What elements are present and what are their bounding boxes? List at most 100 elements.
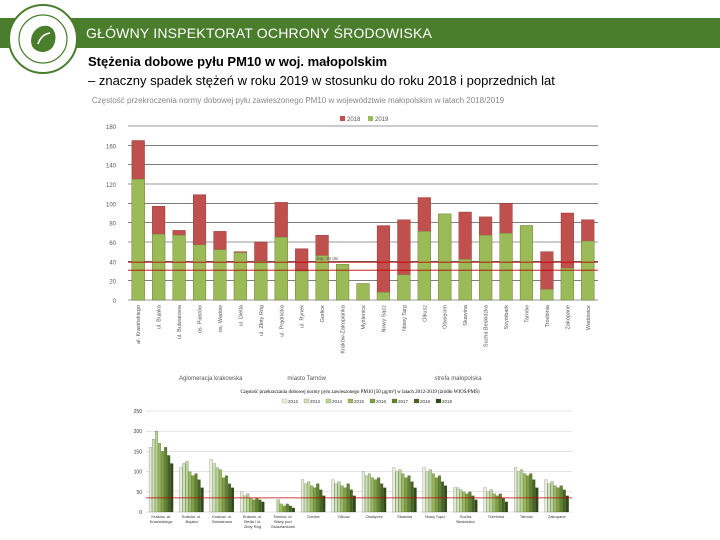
chart2-bar: [258, 499, 262, 513]
chart2-bar: [285, 503, 289, 513]
chart2-category-label: Skawina: [397, 514, 413, 519]
chart2-legend-swatch: [325, 398, 332, 404]
chart1-category-label: os. Piastów: [198, 305, 204, 333]
chart1-category-label: ul. Prądnicka: [279, 304, 285, 337]
chart2-bar: [434, 477, 438, 513]
chart1-category-label: Wadowice: [586, 305, 592, 330]
chart2-bar: [225, 475, 228, 513]
chart2-legend-swatch: [281, 398, 288, 404]
chart2-bar: [179, 467, 183, 513]
chart2-legend-label: 2013: [310, 399, 321, 404]
chart2-bar: [221, 477, 225, 513]
chart2-bar: [188, 471, 192, 513]
chart2-bar: [313, 487, 317, 513]
chart2-bar: [255, 497, 259, 513]
chart2-bar: [556, 487, 560, 513]
chart1-category-label: ul. Złoty Róg: [259, 305, 265, 336]
chart2-bar: [240, 491, 244, 513]
chart2-category-label: Kraków, ul. Bulwarowa: [212, 514, 232, 524]
chart2-bar: [535, 487, 539, 513]
chart2-ytick-label: 100: [134, 470, 143, 476]
chart1-bar-2019: [438, 213, 452, 301]
chart2-labels: Kraków, al. Krasińskiego Kraków, ul. Bujaka…: [150, 514, 567, 529]
chart2-bar: [565, 495, 569, 513]
chart2-category-label: Olkusz: [338, 514, 350, 519]
chart2-legend-swatch: [413, 398, 420, 404]
chart1-category-label: ul. Rynek: [300, 305, 306, 328]
chart1-legend: 2018 2019: [340, 116, 389, 123]
chart2-bar: [164, 447, 168, 513]
chart2-bar: [322, 495, 326, 513]
chart2-category-label: Tarnów, ul. Bitwy pod Studziankami: [271, 514, 295, 529]
chart1-category-label: Myślenice: [361, 305, 367, 329]
chart1-category-label: al. Krasińskiego: [136, 305, 142, 344]
chart1-bar-2019: [458, 259, 472, 301]
chart1-bar-2018: [376, 225, 390, 301]
chart1-category-label: Skawina: [463, 304, 469, 326]
chart2-category-label: Nowy Sącz: [425, 514, 445, 519]
chart2-bar: [158, 443, 162, 513]
chart2-bar: [401, 473, 405, 513]
chart2-bar: [438, 475, 441, 513]
chart2-bar: [361, 471, 365, 513]
chart2-bar: [404, 477, 408, 513]
chart1-bar-2019: [131, 178, 145, 301]
slide-title: Stężenia dobowe pyłu PM10 w woj. małopol…: [88, 54, 388, 69]
chart2-category-label: Tarnów: [520, 514, 533, 519]
chart2-legend-swatch: [347, 398, 354, 404]
chart2-bar: [364, 475, 368, 513]
chart1-category-label: Nowy Sącz: [381, 305, 387, 333]
chart2-bar: [352, 495, 356, 513]
chart2-bar: [495, 495, 499, 513]
chart2-bar: [161, 451, 165, 513]
chart1-bar-2019: [295, 270, 309, 301]
chart2-bar: [523, 473, 527, 513]
chart1-ytick-label: 160: [106, 144, 117, 150]
chart2-bar: [444, 485, 448, 513]
chart2-bar: [392, 467, 396, 513]
chart1-category-label: Olkusz: [422, 305, 428, 322]
chart2-bar: [441, 481, 444, 513]
chart1-bar-2019: [213, 249, 227, 301]
chart2-bar: [194, 473, 198, 513]
chart1-bar-2019: [376, 292, 390, 301]
chart2-bar: [343, 487, 347, 513]
chart2-bar: [310, 485, 314, 513]
chart1-legend-label: 2019: [375, 117, 389, 123]
chart2-bars: [146, 431, 572, 513]
chart2-bar: [191, 475, 195, 513]
chart2-bar: [395, 471, 399, 513]
chart2-bar: [483, 487, 487, 513]
chart2-bar: [383, 487, 387, 513]
chart1-group-label: strefa małopolska: [435, 376, 483, 382]
chart2-category-label: Sucha Beskidzka: [456, 514, 475, 524]
chart2-legend-label: 2018: [420, 399, 431, 404]
chart1-legend-swatch: [340, 116, 345, 121]
chart2-ytick-label: 0: [139, 510, 142, 516]
chart1-category-label: ul. Bulwarowa: [177, 304, 183, 339]
chart2-bar: [252, 499, 256, 513]
chart-pm10-2012-2019: Częstość przekraczania dobowej normy pył…: [134, 389, 572, 529]
chart2-bar: [559, 485, 563, 513]
chart1-legend-swatch: [368, 116, 373, 121]
chart2-bar: [544, 479, 548, 513]
chart1-ytick-label: 120: [106, 183, 117, 189]
chart1-labels: al. Krasińskiego ul. Bujaka ul. Bulwarowa o…: [136, 304, 592, 382]
chart1-category-label: ul. Dietla: [238, 304, 244, 326]
chart2-bar: [398, 469, 402, 513]
chart2-legend-label: 2019: [442, 399, 453, 404]
chart1-bar-2019: [397, 274, 411, 301]
chart1-bar-2019: [254, 261, 268, 301]
chart2-bar: [371, 477, 375, 513]
chart1-group-label: miasto Tarnów: [287, 376, 326, 382]
chart2-legend-label: 2017: [398, 399, 409, 404]
chart2-bar: [155, 431, 158, 513]
chart2-bar: [431, 473, 435, 513]
chart1-category-label: Tarnów: [524, 305, 530, 323]
chart2-bar: [279, 503, 283, 513]
chart1-ytick-label: 180: [106, 125, 117, 131]
chart1-limit-label: dop. 35 dni: [316, 256, 338, 261]
chart1-category-label: Sucha Beskidzka: [484, 304, 490, 347]
chart2-bar: [407, 475, 411, 513]
chart1-category-label: Nowy Targ: [402, 305, 408, 331]
